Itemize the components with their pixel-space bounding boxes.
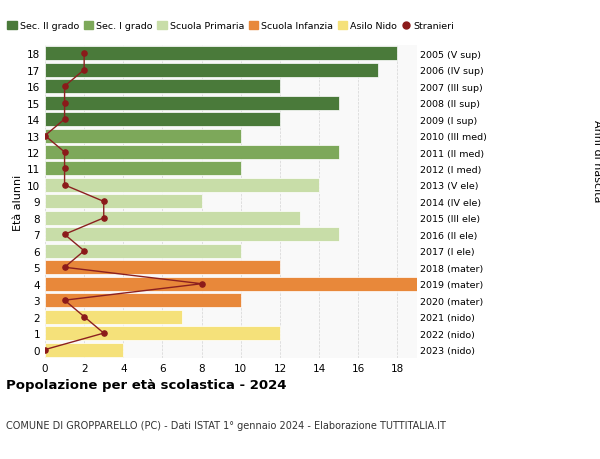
Point bbox=[60, 165, 70, 173]
Bar bbox=[45, 96, 338, 110]
Point bbox=[99, 215, 109, 222]
Bar bbox=[45, 146, 338, 160]
Point bbox=[60, 182, 70, 189]
Bar bbox=[45, 162, 241, 176]
Legend: Sec. II grado, Sec. I grado, Scuola Primaria, Scuola Infanzia, Asilo Nido, Stran: Sec. II grado, Sec. I grado, Scuola Prim… bbox=[4, 18, 458, 35]
Bar bbox=[45, 228, 338, 242]
Bar bbox=[45, 326, 280, 341]
Text: Popolazione per età scolastica - 2024: Popolazione per età scolastica - 2024 bbox=[6, 379, 287, 392]
Point bbox=[60, 83, 70, 90]
Bar bbox=[45, 343, 124, 357]
Bar bbox=[45, 179, 319, 192]
Point bbox=[79, 313, 89, 321]
Point bbox=[79, 67, 89, 74]
Point bbox=[60, 297, 70, 304]
Bar bbox=[45, 195, 202, 209]
Y-axis label: Età alunni: Età alunni bbox=[13, 174, 23, 230]
Point bbox=[60, 100, 70, 107]
Point bbox=[197, 280, 206, 288]
Point bbox=[60, 116, 70, 123]
Bar bbox=[45, 80, 280, 94]
Point bbox=[99, 330, 109, 337]
Bar bbox=[45, 63, 378, 78]
Bar bbox=[45, 310, 182, 324]
Bar bbox=[45, 47, 397, 61]
Bar bbox=[45, 261, 280, 274]
Point bbox=[79, 50, 89, 58]
Bar bbox=[45, 244, 241, 258]
Text: Anni di nascita: Anni di nascita bbox=[592, 120, 600, 202]
Bar bbox=[45, 294, 241, 308]
Bar bbox=[45, 113, 280, 127]
Point bbox=[60, 264, 70, 271]
Point bbox=[40, 133, 50, 140]
Point bbox=[60, 149, 70, 157]
Bar bbox=[45, 129, 241, 143]
Point bbox=[40, 346, 50, 353]
Bar bbox=[45, 277, 417, 291]
Bar bbox=[45, 212, 299, 225]
Text: COMUNE DI GROPPARELLO (PC) - Dati ISTAT 1° gennaio 2024 - Elaborazione TUTTITALI: COMUNE DI GROPPARELLO (PC) - Dati ISTAT … bbox=[6, 420, 446, 430]
Point bbox=[60, 231, 70, 239]
Point bbox=[79, 247, 89, 255]
Point bbox=[99, 198, 109, 206]
